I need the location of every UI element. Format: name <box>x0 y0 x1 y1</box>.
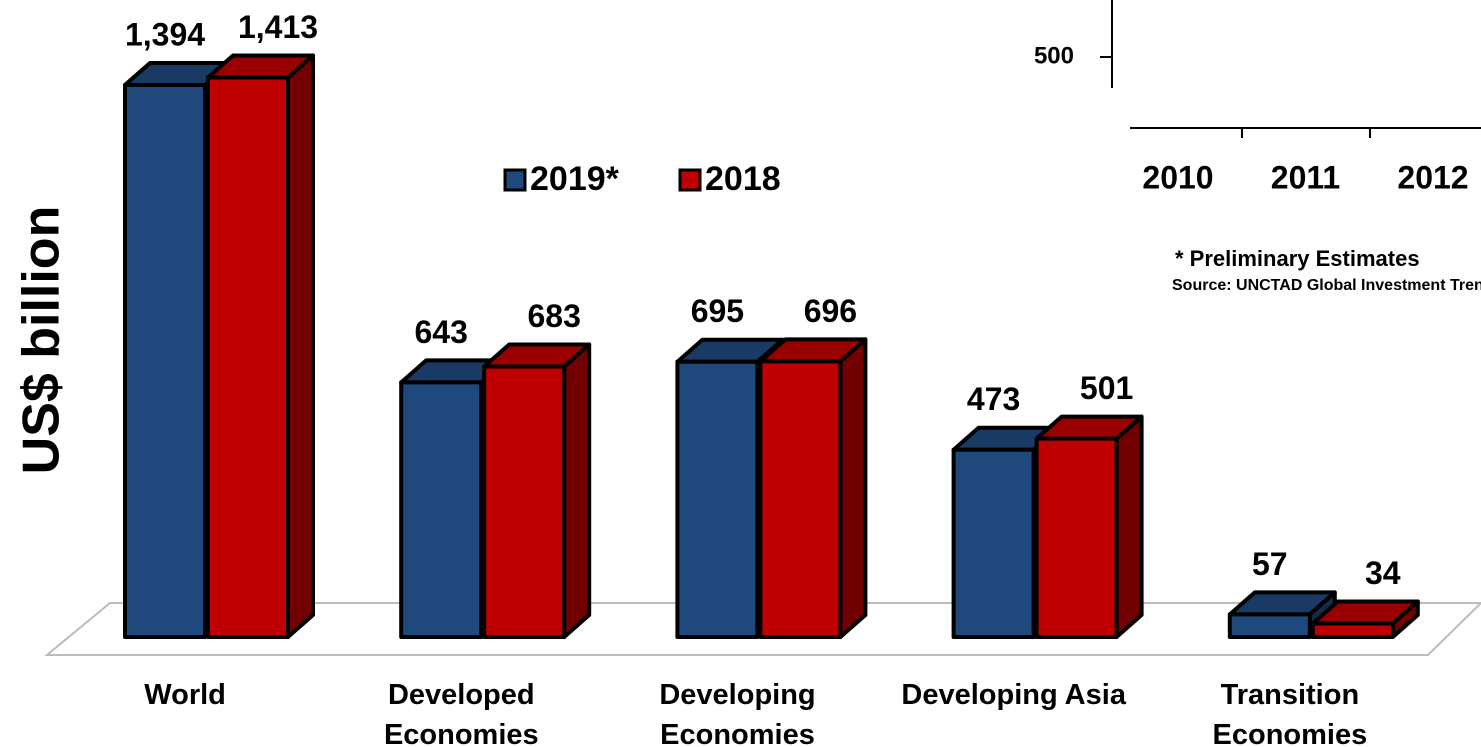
annotation: * Preliminary Estimates <box>1175 246 1420 271</box>
y-tick-label: 500 <box>1034 42 1074 69</box>
bar-side <box>838 337 868 639</box>
bar <box>1034 436 1119 639</box>
bar <box>675 359 760 639</box>
bar <box>206 75 290 639</box>
annotation: Source: UNCTAD Global Investment Trends … <box>1172 277 1481 294</box>
bar <box>1310 621 1395 640</box>
value-label: 1,413 <box>238 9 318 45</box>
value-label: 501 <box>1080 370 1133 406</box>
bar-side <box>562 342 592 639</box>
bar <box>482 364 567 639</box>
value-label: 34 <box>1365 555 1401 591</box>
legend-label: 2019* <box>530 160 620 198</box>
x-tick-label: Developing Asia <box>901 679 1126 711</box>
floor <box>44 602 1481 656</box>
bar <box>758 359 843 639</box>
value-label: 57 <box>1252 546 1288 582</box>
legend-label: 2018 <box>705 160 781 198</box>
legend-swatch <box>503 168 527 192</box>
value-label: 683 <box>528 298 581 334</box>
x-tick-label: 2010 <box>1142 159 1213 195</box>
bar-side <box>1114 414 1144 639</box>
x-tick-label: Developed Economies <box>383 679 539 747</box>
value-label: 1,394 <box>125 16 205 52</box>
x-tick-label: 2011 <box>1271 159 1340 195</box>
x-tick-label: World <box>144 679 226 711</box>
bar <box>399 380 484 640</box>
x-tick-label: Developing Economies <box>659 679 816 747</box>
value-label: 643 <box>415 314 468 350</box>
value-label: 473 <box>967 381 1020 417</box>
bar <box>123 82 207 639</box>
value-label: 696 <box>804 293 857 329</box>
x-tick-label: Transition Economies <box>1212 679 1368 747</box>
bar <box>1227 612 1312 639</box>
legend-swatch <box>678 168 702 192</box>
x-tick-label: 2012 <box>1397 159 1468 195</box>
value-label: 695 <box>691 293 744 329</box>
bar-side <box>286 53 315 639</box>
y-axis-title: US$ billion <box>13 206 71 475</box>
bar <box>951 447 1036 639</box>
